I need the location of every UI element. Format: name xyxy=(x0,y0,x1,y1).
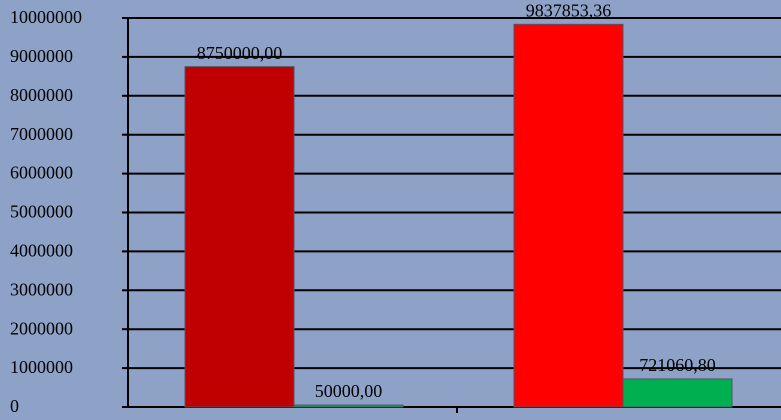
bar xyxy=(184,66,295,408)
data-label: 50000,00 xyxy=(315,381,383,401)
y-tick-label: 10000000 xyxy=(10,7,82,27)
y-tick-label: 2000000 xyxy=(10,318,73,338)
data-label: 9837853,36 xyxy=(526,0,612,20)
bar xyxy=(513,23,624,408)
bar xyxy=(293,404,404,408)
y-tick-label: 6000000 xyxy=(10,163,73,183)
y-tick-label: 1000000 xyxy=(10,357,73,377)
y-tick-label: 3000000 xyxy=(10,279,73,299)
bar xyxy=(622,378,733,408)
y-tick-label: 8000000 xyxy=(10,85,73,105)
y-tick-label: 7000000 xyxy=(10,124,73,144)
y-tick-label: 9000000 xyxy=(10,46,73,66)
y-tick-label: 4000000 xyxy=(10,241,73,261)
data-label: 721060,80 xyxy=(639,355,716,375)
data-label: 8750000,00 xyxy=(197,43,283,63)
y-tick-label: 5000000 xyxy=(10,202,73,222)
y-tick-label: 0 xyxy=(10,396,19,416)
